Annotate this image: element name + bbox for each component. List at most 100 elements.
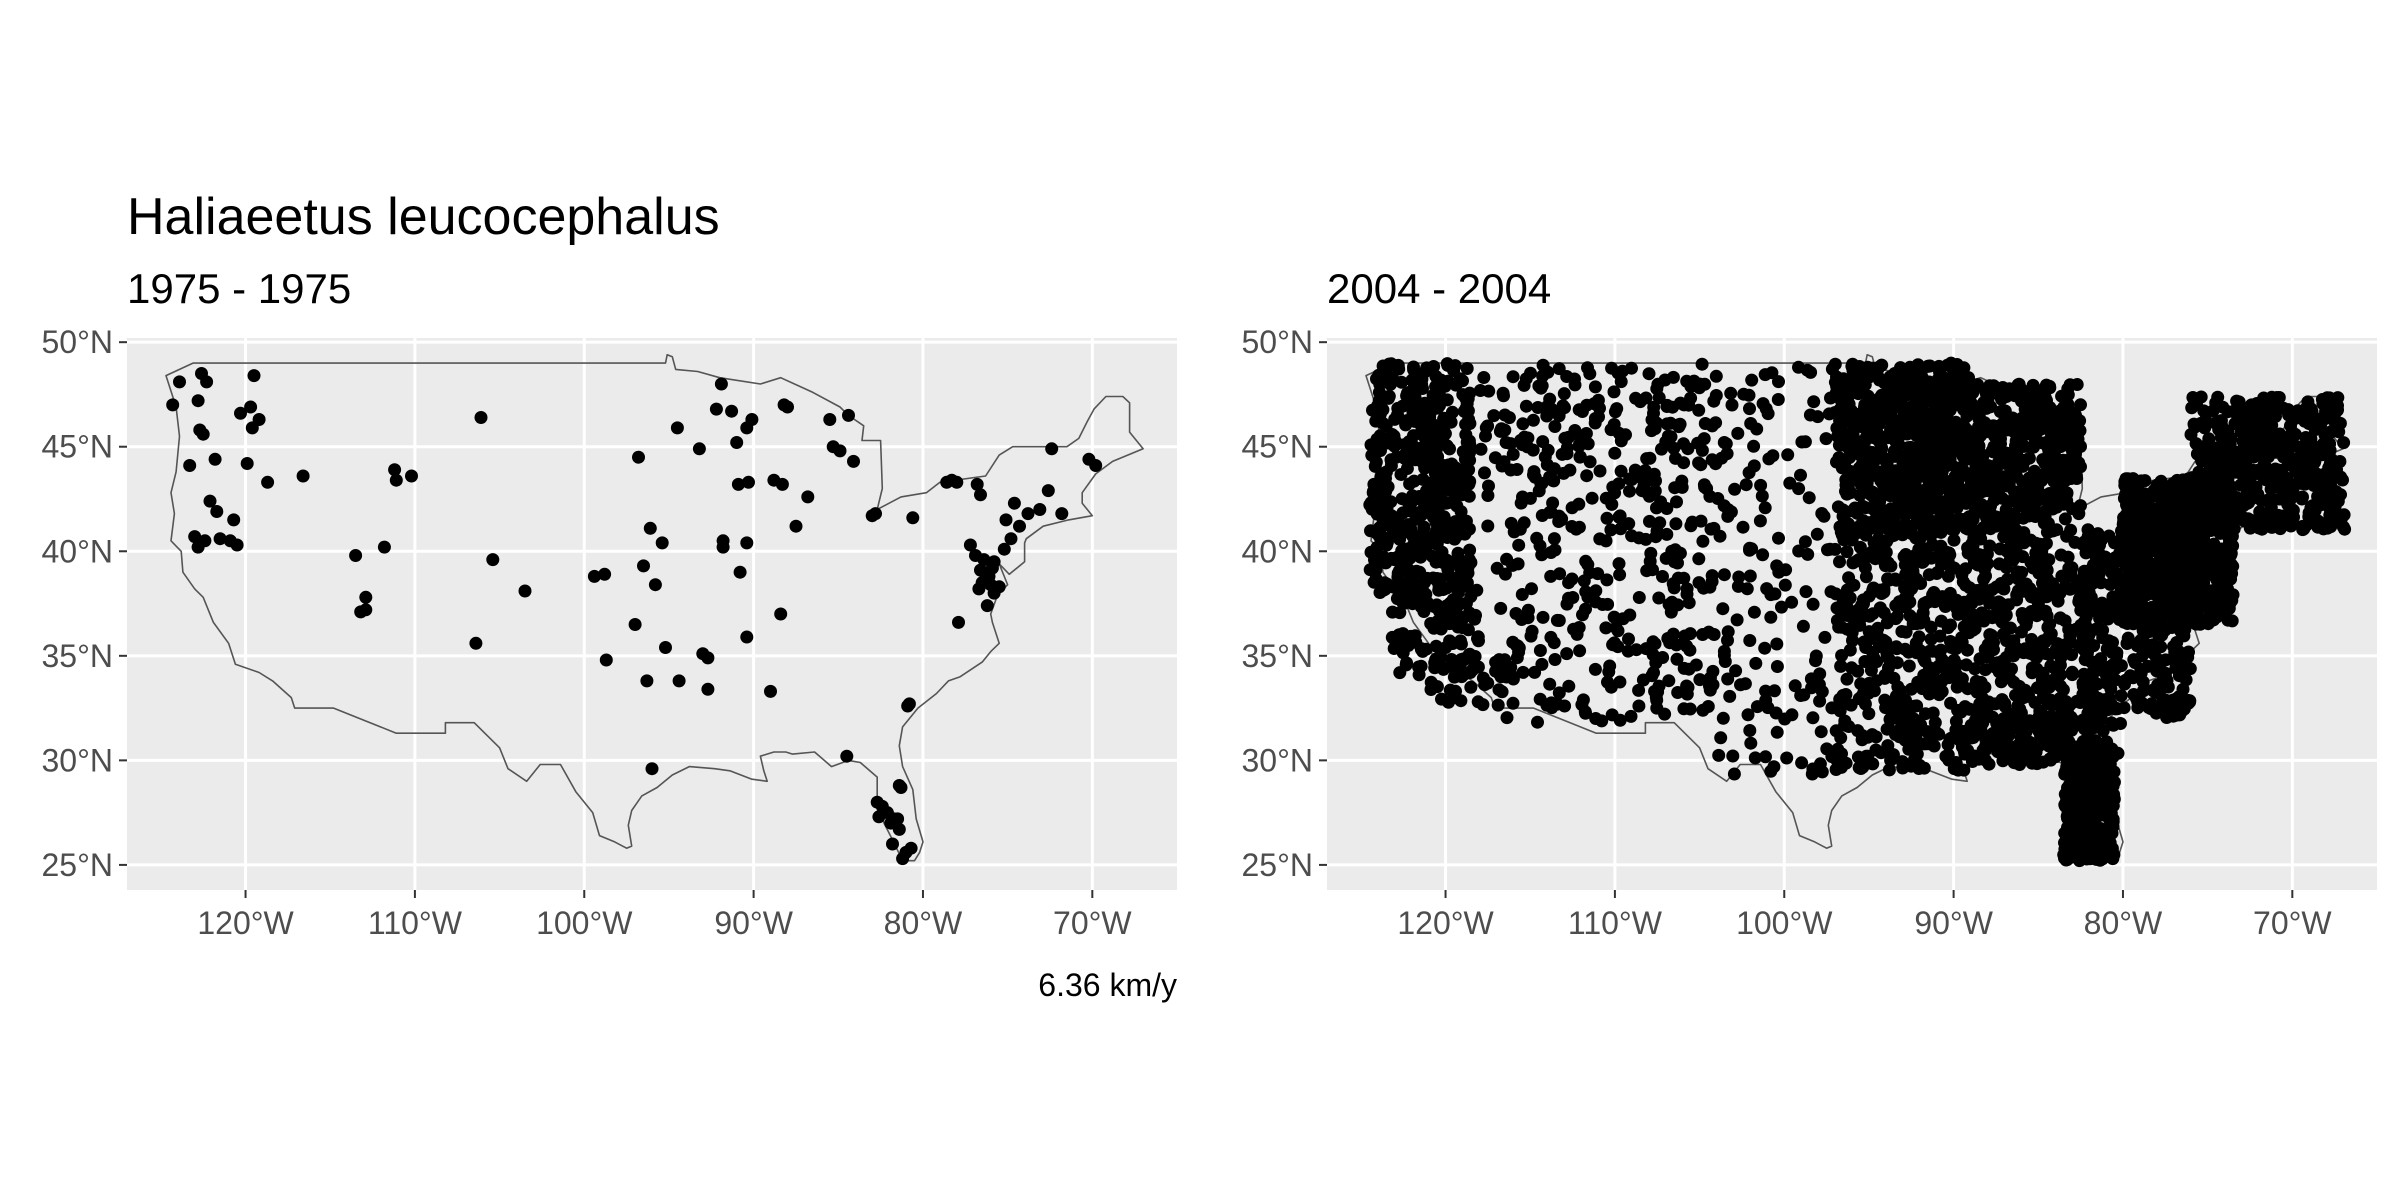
occurrence-point — [1886, 377, 1900, 391]
occurrence-point — [1573, 644, 1587, 658]
occurrence-point — [1856, 514, 1870, 528]
occurrence-point — [2056, 428, 2070, 442]
occurrence-point — [1604, 423, 1618, 437]
occurrence-point — [1544, 630, 1558, 644]
occurrence-point — [1548, 543, 1562, 557]
occurrence-point — [952, 615, 965, 629]
occurrence-point — [2167, 501, 2181, 515]
occurrence-point — [1926, 644, 1940, 658]
occurrence-point — [1671, 686, 1685, 699]
occurrence-point — [1803, 408, 1817, 422]
occurrence-point — [1846, 361, 1859, 375]
occurrence-point — [1832, 620, 1846, 634]
occurrence-point — [1884, 559, 1898, 573]
occurrence-point — [1853, 540, 1867, 554]
occurrence-point — [1581, 361, 1594, 375]
occurrence-point — [1426, 510, 1440, 524]
occurrence-point — [1775, 600, 1788, 614]
occurrence-point — [1461, 392, 1475, 406]
occurrence-point — [643, 521, 657, 535]
occurrence-point — [1744, 736, 1758, 750]
occurrence-point — [2061, 569, 2075, 583]
occurrence-point — [2102, 810, 2116, 823]
occurrence-point — [1843, 643, 1857, 657]
occurrence-point — [1089, 459, 1103, 472]
occurrence-point — [261, 475, 275, 489]
occurrence-point — [1373, 377, 1387, 391]
occurrence-point — [1377, 516, 1391, 529]
occurrence-point — [240, 457, 254, 470]
occurrence-point — [1600, 573, 1614, 587]
occurrence-point — [2053, 658, 2067, 672]
occurrence-point — [1932, 680, 1946, 694]
occurrence-point — [1654, 495, 1668, 509]
occurrence-point — [1709, 369, 1723, 383]
occurrence-point — [840, 749, 854, 763]
occurrence-point — [1862, 676, 1876, 690]
occurrence-point — [963, 538, 977, 552]
occurrence-point — [1726, 749, 1740, 763]
occurrence-point — [2215, 598, 2229, 612]
occurrence-point — [1980, 511, 1993, 525]
occurrence-point — [2030, 476, 2043, 490]
occurrence-point — [1376, 416, 1390, 430]
occurrence-point — [896, 852, 910, 866]
occurrence-point — [1481, 419, 1495, 433]
occurrence-point — [349, 549, 363, 562]
occurrence-point — [1851, 750, 1865, 764]
occurrence-point — [1563, 463, 1577, 477]
occurrence-point — [1607, 610, 1621, 624]
occurrence-point — [1879, 535, 1893, 549]
occurrence-point — [2094, 652, 2108, 666]
occurrence-point — [166, 398, 180, 412]
occurrence-point — [1421, 441, 1435, 455]
occurrence-point — [1648, 637, 1662, 651]
occurrence-point — [801, 490, 815, 504]
occurrence-point — [1540, 409, 1554, 423]
occurrence-point — [474, 411, 488, 424]
occurrence-point — [1403, 518, 1417, 532]
occurrence-point — [2309, 466, 2323, 480]
occurrence-point — [1813, 667, 1827, 681]
occurrence-point — [1392, 581, 1406, 595]
occurrence-point — [1838, 380, 1852, 394]
occurrence-point — [1393, 666, 1407, 680]
occurrence-point — [1579, 554, 1593, 568]
occurrence-point — [1862, 625, 1876, 639]
occurrence-point — [1990, 580, 2003, 594]
occurrence-point — [2089, 574, 2103, 588]
occurrence-point — [1614, 434, 1628, 448]
occurrence-point — [1592, 410, 1605, 424]
occurrence-point — [1978, 680, 1992, 694]
occurrence-point — [1889, 691, 1903, 705]
occurrence-point — [1588, 662, 1602, 676]
occurrence-point — [1677, 571, 1691, 585]
occurrence-point — [2207, 611, 2221, 625]
occurrence-point — [1747, 439, 1761, 453]
occurrence-point — [2057, 400, 2071, 414]
occurrence-point — [701, 682, 715, 696]
occurrence-point — [1454, 637, 1468, 651]
occurrence-point — [1714, 731, 1728, 745]
occurrence-point — [2068, 785, 2082, 799]
occurrence-point — [2060, 529, 2074, 543]
occurrence-point — [1762, 452, 1776, 466]
occurrence-point — [1807, 395, 1821, 409]
occurrence-point — [1758, 501, 1772, 515]
occurrence-point — [1765, 366, 1779, 380]
occurrence-point — [2001, 572, 2015, 586]
occurrence-point — [1575, 698, 1589, 712]
occurrence-point — [1715, 451, 1729, 465]
occurrence-point — [1802, 491, 1816, 505]
occurrence-point — [2189, 544, 2203, 558]
figure-title: Haliaeetus leucocephalus — [127, 188, 720, 246]
occurrence-point — [1867, 536, 1881, 550]
occurrence-point — [1764, 610, 1778, 624]
occurrence-point — [2082, 589, 2096, 603]
occurrence-point — [1471, 660, 1485, 674]
occurrence-point — [1818, 630, 1832, 644]
occurrence-point — [1433, 579, 1447, 593]
occurrence-point — [1967, 465, 1981, 479]
occurrence-point — [2029, 536, 2043, 550]
occurrence-point — [2215, 520, 2229, 534]
